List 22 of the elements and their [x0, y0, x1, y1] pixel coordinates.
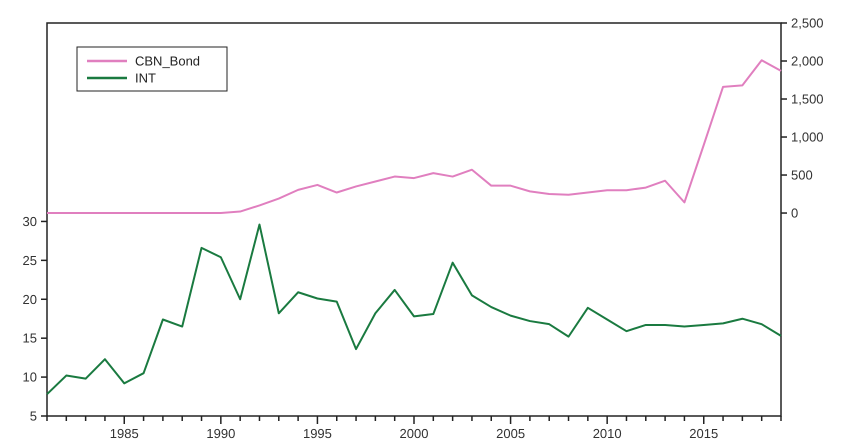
y2-tick-label: 2,500 [791, 16, 824, 31]
x-tick-label: 1995 [302, 426, 332, 441]
y-tick-label: 20 [22, 292, 37, 307]
y2-tick-label: 1,000 [791, 130, 824, 145]
legend-label: CBN_Bond [135, 54, 200, 69]
x-tick-label: 2000 [400, 426, 428, 441]
y2-tick-label: 500 [791, 168, 813, 183]
y2-tick-label: 2,000 [791, 54, 824, 69]
y-tick-label: 15 [22, 330, 37, 346]
y-tick-label: 5 [30, 408, 37, 424]
x-tick-label: 2005 [496, 426, 526, 441]
y2-tick-label: 0 [791, 206, 798, 221]
y-tick-label: 25 [22, 252, 37, 268]
y-tick-label: 10 [22, 370, 37, 385]
legend-label: INT [135, 70, 156, 86]
line-series [46, 224, 782, 396]
x-tick-label: 1985 [110, 426, 139, 441]
y-tick-label: 30 [22, 214, 37, 229]
y2-tick-label: 1,500 [791, 92, 824, 107]
x-tick-label: 2015 [689, 426, 718, 441]
x-tick-label: 1990 [206, 426, 236, 441]
x-tick-label: 2010 [592, 426, 622, 441]
